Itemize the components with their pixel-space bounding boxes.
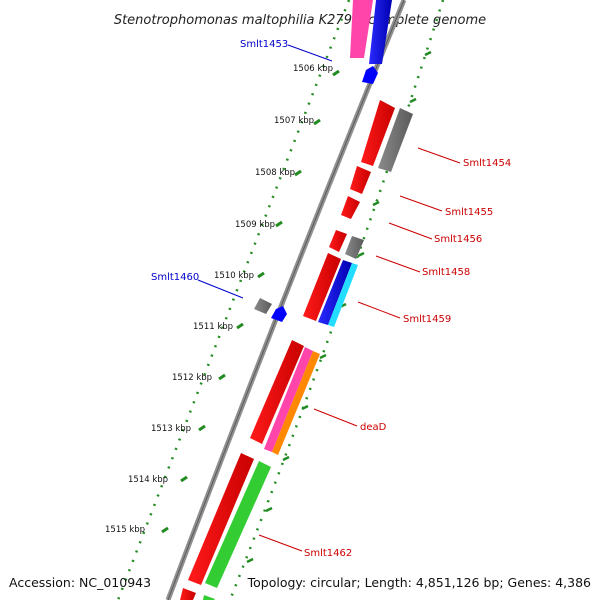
map-title: Stenotrophomonas maltophilia K279a, comp… — [114, 13, 486, 28]
gene-label-dead[interactable]: deaD — [360, 422, 387, 433]
tick-label: 1506 kbp — [293, 64, 333, 74]
tick-label: 1515 kbp — [105, 525, 145, 535]
tick-label: 1511 kbp — [193, 322, 233, 332]
gene-feature[interactable] — [361, 100, 395, 166]
gene-feature[interactable] — [250, 340, 304, 444]
tick-label: 1513 kbp — [151, 424, 191, 434]
genome-summary: Topology: circular; Length: 4,851,126 bp… — [247, 575, 591, 590]
gene-label-smlt1454[interactable]: Smlt1454 — [463, 158, 511, 169]
tick-ring — [116, 0, 351, 600]
tick-label: 1514 kbp — [128, 475, 168, 485]
tick-label: 1512 kbp — [172, 373, 212, 383]
tick-mark — [198, 424, 206, 432]
tick-mark — [275, 220, 283, 228]
gene-feature[interactable] — [329, 230, 347, 252]
gene-feature[interactable] — [318, 260, 352, 325]
gene-label-smlt1460[interactable]: Smlt1460 — [151, 272, 199, 283]
gene-feature[interactable] — [303, 253, 341, 321]
gene-label-smlt1462[interactable]: Smlt1462 — [304, 548, 352, 559]
gene-feature[interactable] — [271, 306, 287, 322]
gene-feature[interactable] — [272, 351, 320, 455]
gene-label-smlt1458[interactable]: Smlt1458 — [422, 267, 470, 278]
tick-mark — [294, 169, 302, 177]
tick-mark — [257, 271, 265, 279]
gene-feature[interactable] — [369, 0, 392, 64]
gene-label-smlt1453[interactable]: Smlt1453 — [240, 39, 288, 50]
genome-backbone — [165, 0, 407, 600]
gene-feature[interactable] — [203, 595, 215, 600]
gene-feature[interactable] — [188, 453, 254, 585]
accession-label: Accession: NC_010943 — [9, 575, 151, 590]
tick-label: 1509 kbp — [235, 220, 275, 230]
gene-feature-smlt1458[interactable] — [345, 236, 364, 259]
label-leaders — [197, 44, 461, 552]
gene-feature-smlt1455[interactable] — [350, 166, 371, 194]
gene-feature[interactable] — [180, 588, 196, 600]
gene-feature-dead[interactable] — [264, 347, 313, 452]
tick-label: 1507 kbp — [274, 116, 314, 126]
gene-label-smlt1459[interactable]: Smlt1459 — [403, 314, 451, 325]
tick-mark — [218, 373, 226, 381]
gene-feature[interactable] — [350, 0, 373, 58]
tick-mark — [180, 475, 188, 483]
gene-feature-smlt1462[interactable] — [205, 461, 271, 588]
tick-mark — [236, 322, 244, 330]
gene-feature-smlt1459[interactable] — [328, 263, 358, 327]
tick-label: 1510 kbp — [214, 271, 254, 281]
tick-mark — [313, 118, 321, 126]
tick-label: 1508 kbp — [255, 168, 295, 178]
tick-marks — [161, 69, 340, 534]
genome-backbone-shadow — [167, 0, 405, 600]
tick-mark — [161, 526, 169, 534]
gene-label-smlt1456[interactable]: Smlt1456 — [434, 234, 482, 245]
gene-feature-smlt1454[interactable] — [378, 108, 413, 172]
tick-mark — [332, 69, 340, 77]
gene-feature-smlt1460 — [254, 298, 272, 314]
gene-feature-smlt1453[interactable] — [362, 66, 378, 84]
gene-feature-smlt1456[interactable] — [341, 196, 360, 219]
gene-label-smlt1455[interactable]: Smlt1455 — [445, 207, 493, 218]
